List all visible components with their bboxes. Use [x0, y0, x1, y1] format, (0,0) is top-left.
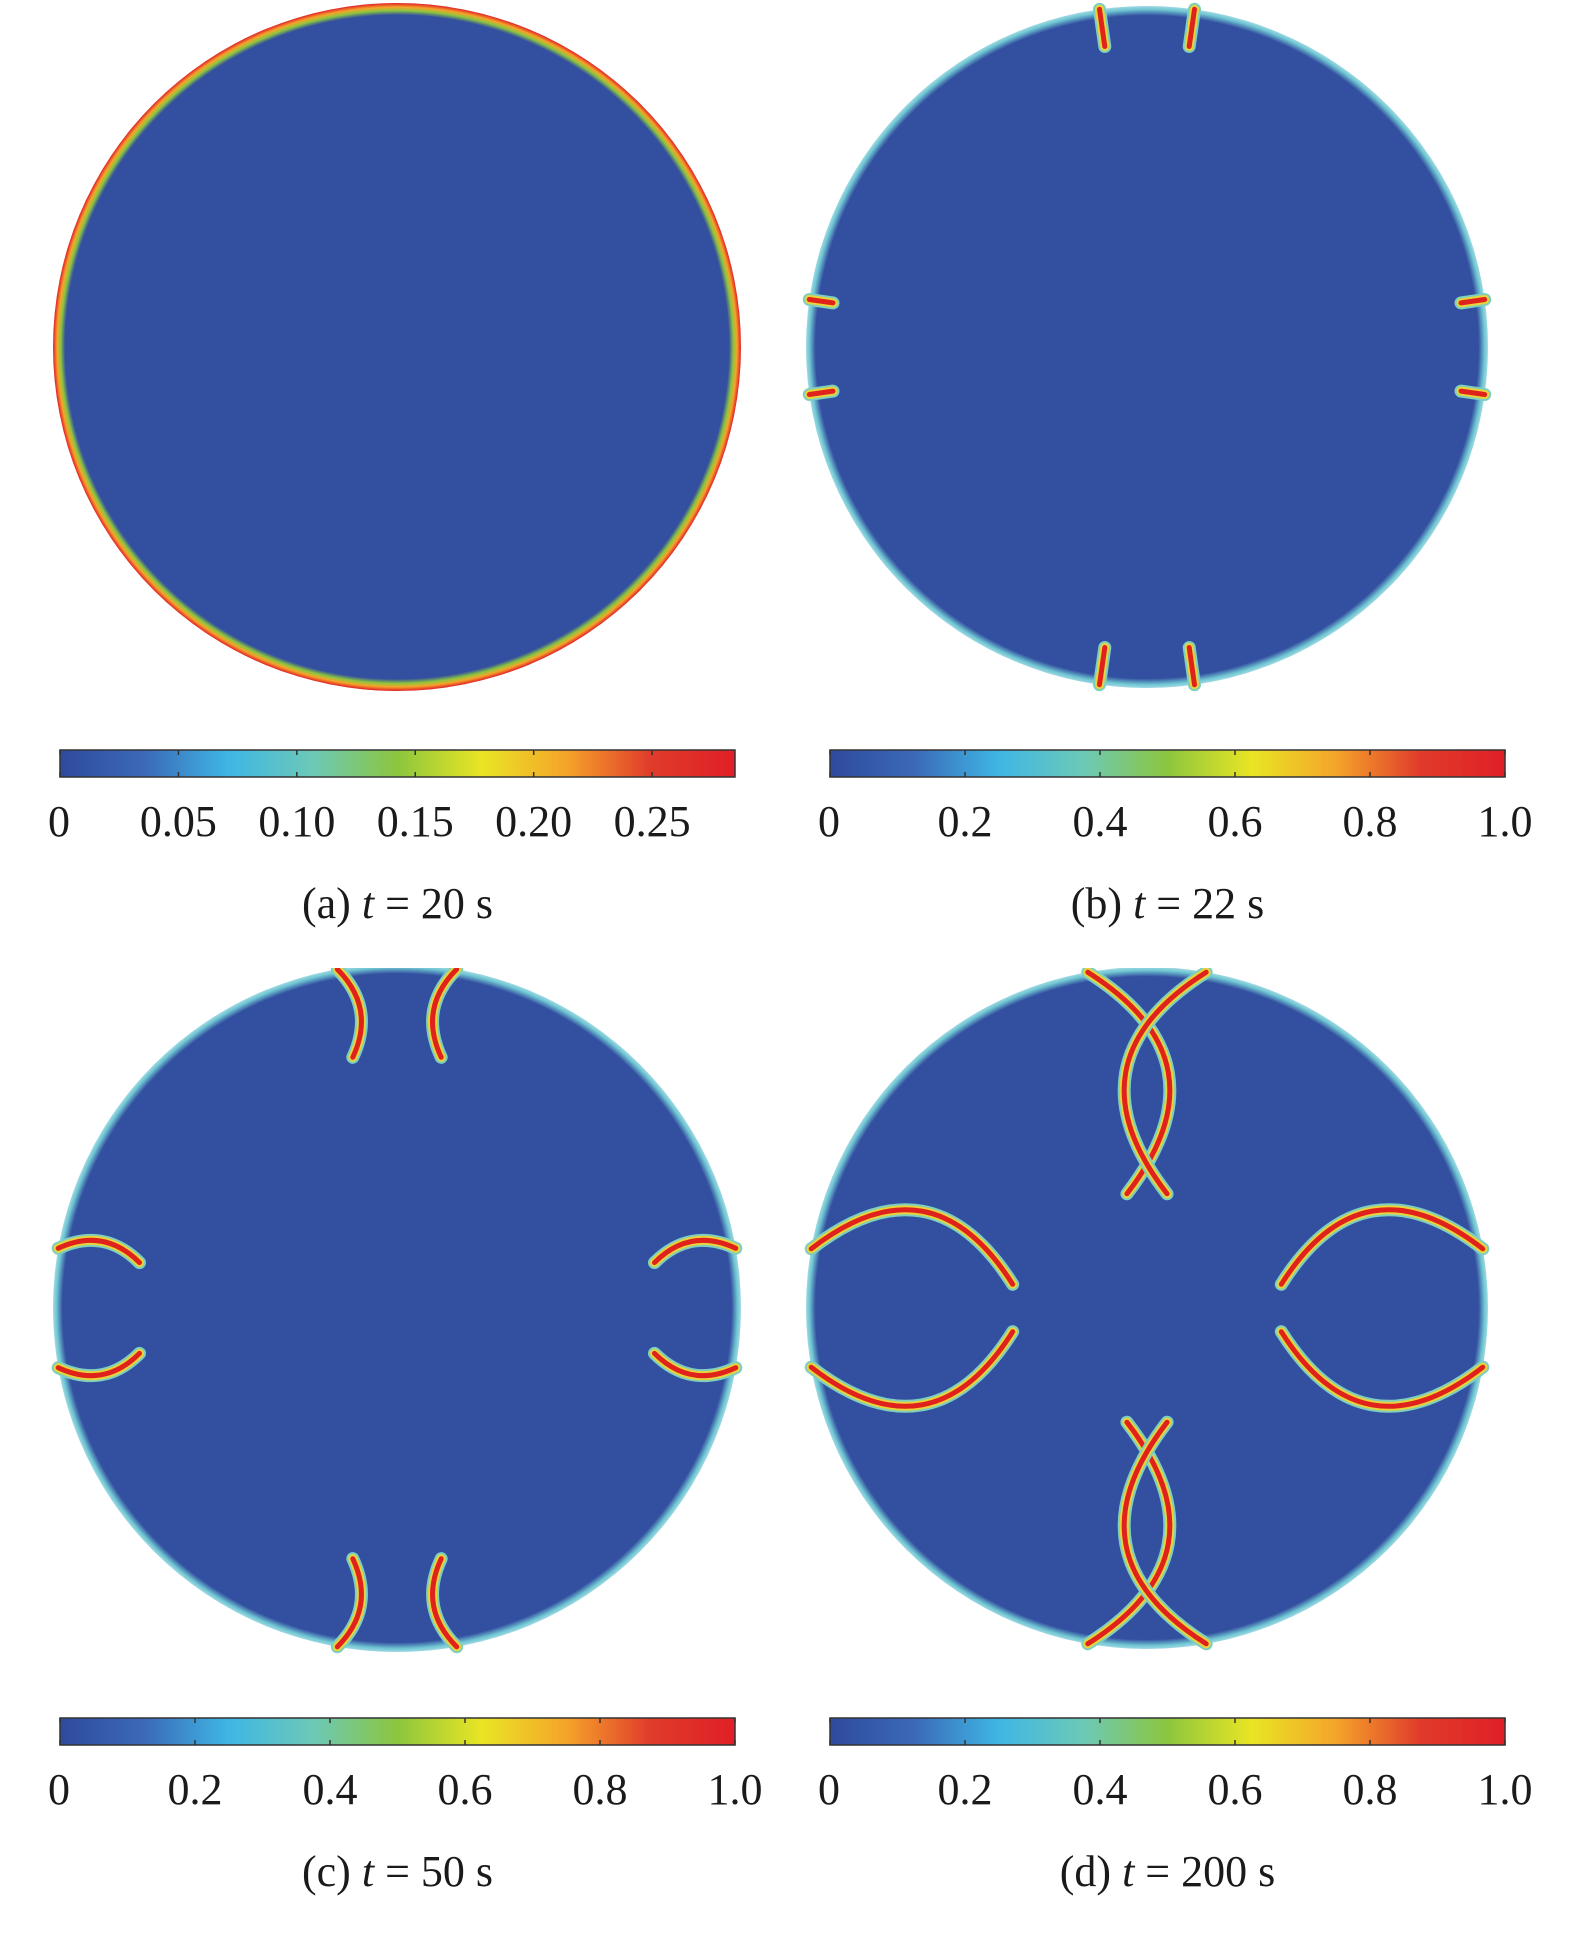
- crack-1: [330, 968, 368, 1064]
- field-disk: [806, 968, 1488, 1649]
- panel-caption: (b) t = 22 s: [1071, 880, 1264, 928]
- caption-suffix: = 20 s: [374, 879, 494, 928]
- caption-suffix: = 50 s: [374, 1847, 494, 1896]
- crack-4: [1454, 293, 1492, 310]
- crack-6: [1182, 641, 1201, 692]
- colorbar-tick-label: 0.10: [258, 797, 336, 846]
- crack-1: [1093, 2, 1112, 53]
- panel-caption: (a) t = 20 s: [302, 880, 493, 928]
- colorbar-tick-label: 0.2: [937, 797, 993, 846]
- colorbar-tick-label: 1.0: [1477, 797, 1533, 846]
- field-disk: [53, 968, 741, 1652]
- crack-3: [1454, 384, 1492, 401]
- panel-b-figure: [802, 2, 1506, 778]
- caption-suffix: = 200 s: [1134, 1847, 1276, 1896]
- caption-variable: t: [1133, 879, 1146, 928]
- caption-prefix: (a): [301, 879, 362, 928]
- colorbar-tick-label: 0.8: [572, 1765, 628, 1814]
- colorbar-tick-label: 0.6: [437, 1765, 493, 1814]
- colorbar-tick-label: 0.2: [937, 1765, 993, 1814]
- caption-prefix: (c): [301, 1847, 362, 1896]
- colorbar: [59, 1717, 736, 1746]
- field-disk: [806, 6, 1488, 688]
- colorbar-tick-label: 0.6: [1207, 797, 1263, 846]
- colorbar-tick-label: 0.8: [1342, 1765, 1398, 1814]
- panel-caption: (c) t = 50 s: [302, 1848, 493, 1896]
- caption-prefix: (d): [1059, 1847, 1123, 1896]
- crack-7: [804, 1325, 1020, 1413]
- caption-variable: t: [361, 1847, 375, 1896]
- panel-a: 0 0.05 0.10 0.15 0.20 0.25 (a) t = 20 s: [0, 0, 787, 968]
- crack-6: [426, 1552, 464, 1654]
- colorbar-tick-label: 0.15: [376, 797, 454, 846]
- crack-3: [1274, 1325, 1490, 1413]
- caption-variable: t: [1122, 1847, 1135, 1896]
- crack-7: [802, 384, 840, 401]
- panel-a-figure: [53, 3, 741, 778]
- panel-c: 0 0.2 0.4 0.6 0.8 1.0 (c) t = 50 s: [0, 968, 787, 1936]
- colorbar-tick-label: 0: [48, 1765, 70, 1814]
- colorbar-tick-label: 0.20: [495, 797, 573, 846]
- panel-d-figure: [804, 968, 1506, 1746]
- crack-4: [1274, 1203, 1490, 1291]
- crack-7: [51, 1346, 146, 1383]
- crack-8: [51, 1233, 146, 1270]
- colorbar: [59, 749, 736, 778]
- crack-3: [648, 1346, 743, 1383]
- crack-2: [426, 968, 464, 1064]
- field-disk: [53, 3, 741, 691]
- colorbar-tick-label: 0: [48, 797, 70, 846]
- crack-4: [648, 1233, 743, 1270]
- caption-prefix: (b): [1070, 879, 1134, 928]
- colorbar-tick-label: 0: [818, 797, 840, 846]
- colorbar-tick-label: 0.25: [613, 797, 691, 846]
- panel-caption: (d) t = 200 s: [1060, 1848, 1275, 1896]
- panel-d: 0 0.2 0.4 0.6 0.8 1.0 (d) t = 200 s: [770, 968, 1557, 1936]
- crack-6: [1117, 1415, 1213, 1651]
- colorbar-tick-label: 0.4: [1072, 1765, 1128, 1814]
- panel-b: 0 0.2 0.4 0.6 0.8 1.0 (b) t = 22 s: [770, 0, 1557, 968]
- colorbar-tick-label: 1.0: [1477, 1765, 1533, 1814]
- crack-5: [1093, 641, 1112, 692]
- colorbar-tick-label: 1.0: [707, 1765, 763, 1814]
- caption-variable: t: [361, 879, 375, 928]
- colorbar-tick-label: 0.4: [302, 1765, 358, 1814]
- colorbar: [829, 1717, 1506, 1746]
- crack-2: [1182, 2, 1201, 53]
- colorbar-tick-label: 0.6: [1207, 1765, 1263, 1814]
- colorbar-tick-label: 0.4: [1072, 797, 1128, 846]
- colorbar-tick-label: 0.8: [1342, 797, 1398, 846]
- crack-8: [802, 293, 840, 310]
- panel-c-figure: [51, 968, 743, 1746]
- caption-suffix: = 22 s: [1145, 879, 1265, 928]
- colorbar-tick-label: 0.05: [139, 797, 217, 846]
- crack-2: [1117, 968, 1213, 1201]
- colorbar-tick-label: 0.2: [167, 1765, 223, 1814]
- crack-5: [330, 1552, 368, 1654]
- colorbar: [829, 749, 1506, 778]
- colorbar-tick-label: 0: [818, 1765, 840, 1814]
- crack-8: [804, 1203, 1020, 1291]
